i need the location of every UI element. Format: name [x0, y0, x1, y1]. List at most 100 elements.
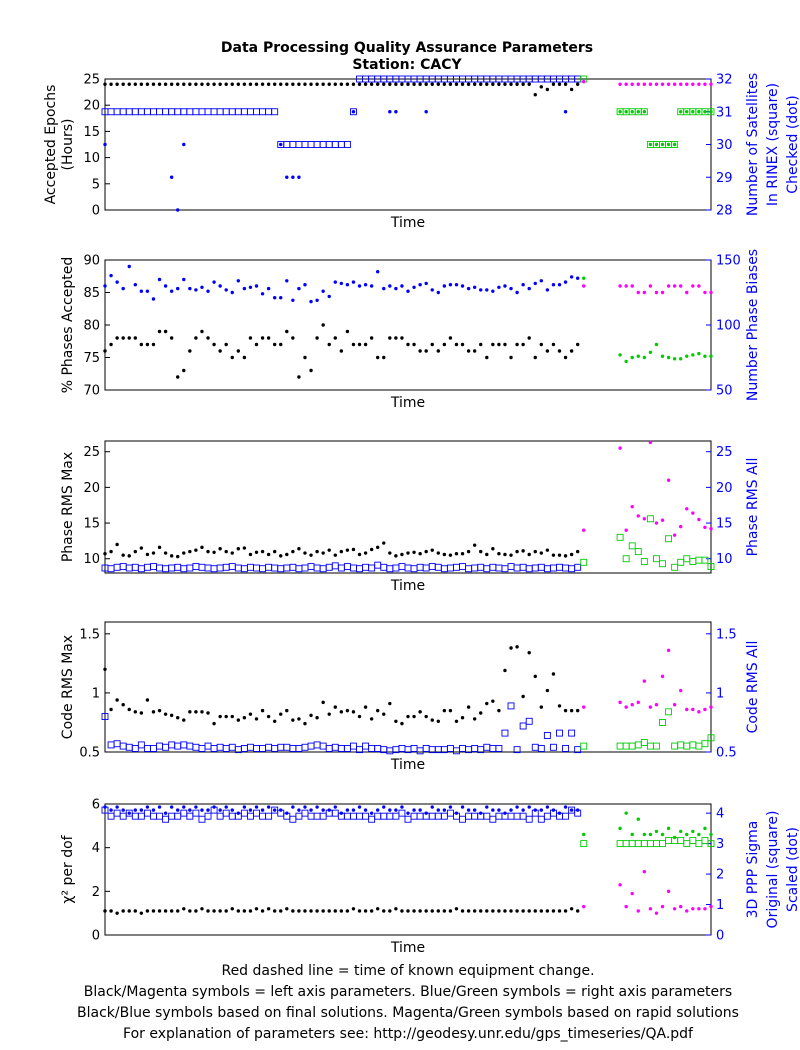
left-final-point: [479, 82, 483, 86]
left-final-point: [527, 651, 531, 655]
left-final-point: [327, 82, 331, 86]
left-final-point: [430, 82, 434, 86]
left-final-point: [454, 552, 459, 556]
left-final-point: [266, 907, 271, 911]
left-rapid-point: [709, 290, 713, 295]
right-final-dot-point: [169, 805, 174, 809]
left-final-point: [472, 349, 477, 353]
right-rapid-square-point: [646, 515, 654, 523]
right-final-dot-point: [182, 142, 186, 147]
left-final-point: [539, 909, 544, 913]
right-final-dot-point: [533, 808, 537, 812]
left-final-point: [206, 82, 210, 86]
left-final-point: [169, 909, 174, 913]
left-rapid-point: [703, 707, 707, 712]
left-final-point: [418, 710, 422, 714]
left-final-point: [418, 82, 422, 86]
left-final-point: [357, 342, 362, 347]
left-final-point: [339, 349, 344, 353]
right-rapid-dot-point: [685, 832, 689, 837]
left-final-point: [497, 708, 501, 713]
right-final-dot-point: [351, 808, 356, 812]
left-final-point: [224, 82, 228, 86]
left-final-point: [345, 82, 350, 86]
left-rapid-point: [648, 82, 653, 86]
left-final-point: [557, 82, 562, 86]
right-final-dot-point: [248, 808, 253, 812]
right-final-dot-point: [230, 808, 234, 812]
left-final-point: [472, 909, 477, 913]
right-final-point: [188, 286, 192, 291]
right-final-point: [406, 289, 410, 293]
right-final-dot-point: [291, 175, 295, 179]
right-rapid-point: [630, 355, 634, 360]
left-final-point: [291, 909, 295, 913]
right-rapid-dot-point: [703, 110, 707, 114]
left-rapid-point: [630, 284, 634, 288]
right-final-point: [479, 288, 483, 292]
right-rapid-dot-point: [703, 826, 707, 831]
left-tick-label: 1: [92, 686, 100, 701]
left-rapid-point: [709, 904, 713, 909]
right-rapid-dot-point: [697, 110, 701, 114]
left-final-point: [163, 909, 168, 913]
left-final-point: [400, 721, 404, 726]
left-final-point: [539, 85, 544, 89]
left-rapid-point: [582, 79, 586, 84]
right-final-square-point: [356, 746, 363, 754]
left-final-point: [382, 82, 386, 86]
right-tick-label: 3: [716, 837, 724, 852]
left-rapid-point: [630, 82, 634, 86]
left-final-point: [133, 549, 137, 554]
right-final-dot-point: [188, 808, 192, 812]
left-final-point: [339, 549, 344, 554]
right-rapid-dot-point: [660, 832, 665, 837]
right-final-point: [139, 289, 144, 293]
left-final-point: [369, 82, 374, 86]
left-final-point: [200, 907, 204, 911]
left-final-point: [206, 909, 210, 913]
left-rapid-point: [660, 82, 665, 86]
left-final-point: [279, 554, 283, 558]
left-final-point: [575, 708, 580, 713]
left-final-point: [485, 909, 489, 913]
right-final-point: [575, 276, 580, 280]
right-final-square-point: [507, 702, 515, 710]
left-final-point: [157, 329, 162, 334]
right-final-square-point: [562, 812, 570, 820]
left-final-point: [327, 712, 331, 716]
left-final-point: [545, 87, 550, 92]
right-final-point: [357, 284, 362, 288]
left-final-point: [533, 674, 537, 679]
right-rapid-square-point: [640, 739, 648, 746]
right-final-point: [145, 289, 150, 293]
left-final-point: [333, 82, 337, 86]
left-final-point: [309, 909, 313, 913]
left-final-point: [491, 547, 495, 551]
right-final-dot-point: [103, 142, 107, 147]
right-final-dot-point: [442, 808, 447, 812]
left-final-point: [236, 909, 241, 913]
left-final-point: [139, 342, 144, 347]
left-rapid-point: [654, 82, 659, 86]
right-final-point: [315, 298, 319, 302]
right-rapid-point: [654, 342, 659, 347]
right-axis-label: Phase RMS All: [745, 458, 761, 557]
left-final-point: [169, 554, 174, 558]
left-axis-label: % Phases Accepted: [60, 257, 76, 394]
right-final-square-point: [350, 742, 357, 750]
right-rapid-point: [709, 354, 713, 358]
left-final-point: [127, 909, 131, 913]
left-final-point: [151, 710, 156, 714]
left-final-point: [491, 699, 495, 703]
left-rapid-point: [679, 524, 683, 529]
left-tick-label: 85: [83, 286, 100, 301]
left-final-point: [539, 551, 544, 555]
left-tick-label: 25: [83, 445, 100, 460]
left-tick-label: 2: [92, 885, 100, 900]
right-final-dot-point: [212, 805, 216, 809]
left-final-point: [194, 710, 198, 714]
left-rapid-point: [666, 82, 671, 86]
left-final-point: [127, 82, 131, 86]
left-final-point: [121, 703, 125, 707]
